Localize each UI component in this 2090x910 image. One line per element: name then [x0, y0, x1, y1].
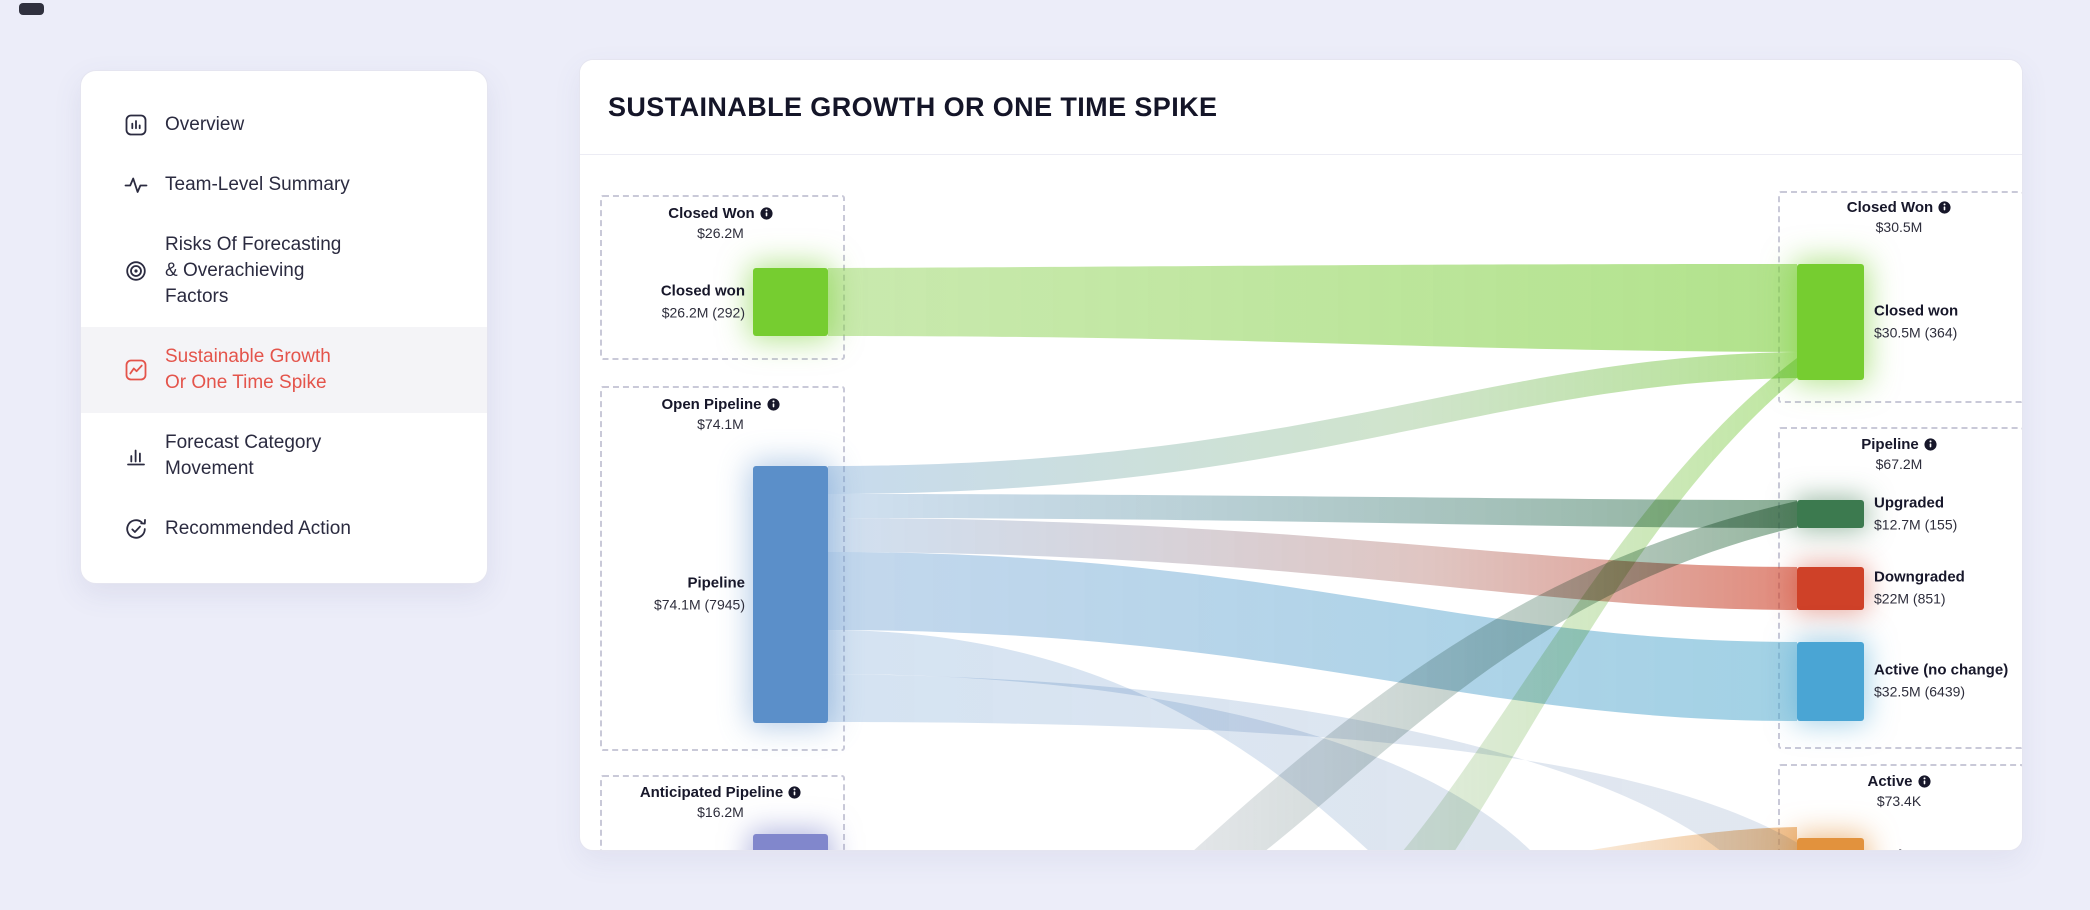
- flow-offscreen-active-bottom[interactable]: [1580, 827, 1797, 850]
- group-amount: $16.2M: [697, 804, 744, 820]
- sidebar-item-label: Recommended Action: [165, 518, 351, 539]
- line-chart-icon: [125, 359, 147, 381]
- info-icon[interactable]: [1924, 438, 1937, 451]
- sidebar-item-forecast-category-movement[interactable]: Forecast Category Movement: [81, 413, 487, 499]
- sidebar-item-label: Risks Of Forecasting & Overachieving Fac…: [165, 234, 342, 307]
- sidebar-item-overview[interactable]: Overview: [81, 95, 487, 155]
- info-icon[interactable]: [1917, 775, 1931, 788]
- node-label-active-bottom: Active: [1874, 848, 1919, 850]
- group-label-anticipated-pipeline: Anticipated Pipeline $16.2M: [600, 784, 841, 820]
- activity-icon: [124, 177, 148, 193]
- sidebar-item-label: Overview: [165, 114, 245, 135]
- node-label-downgraded: Downgraded $22M (851): [1874, 568, 1965, 607]
- sankey-node-active-bottom[interactable]: [1797, 838, 1864, 850]
- group-amount: $26.2M: [697, 225, 744, 241]
- group-label-closed-won-left: Closed Won $26.2M: [600, 205, 841, 241]
- sidebar-item-label: Forecast Category Movement: [165, 432, 322, 479]
- group-label-open-pipeline: Open Pipeline $74.1M: [600, 396, 841, 432]
- sidebar-item-label: Sustainable Growth Or One Time Spike: [165, 346, 331, 393]
- group-title: Open Pipeline: [661, 396, 762, 413]
- flow-pipeline-active[interactable]: [828, 552, 1797, 721]
- group-amount: $30.5M: [1875, 219, 1923, 235]
- group-amount: $67.2M: [1875, 456, 1923, 472]
- flow-offscreen-upgraded[interactable]: [1192, 501, 1797, 850]
- group-title: Active: [1867, 773, 1913, 790]
- flow-pipeline-offscreen-2[interactable]: [828, 674, 1812, 850]
- group-title: Closed Won: [668, 205, 755, 222]
- flow-pipeline-upgraded[interactable]: [828, 494, 1797, 528]
- info-icon[interactable]: [1938, 201, 1951, 214]
- overview-icon: [125, 114, 147, 136]
- info-icon[interactable]: [766, 398, 780, 411]
- group-title: Pipeline: [1861, 436, 1919, 453]
- sidebar-item-team-level-summary[interactable]: Team-Level Summary: [81, 155, 487, 215]
- sankey-card: SUSTAINABLE GROWTH OR ONE TIME SPIKE: [579, 59, 2023, 851]
- group-amount: $74.1M: [697, 416, 744, 432]
- group-label-closed-won-right: Closed Won $30.5M: [1778, 199, 2020, 235]
- sidebar-item-recommended-action[interactable]: Recommended Action: [81, 499, 487, 559]
- column-chart-icon: [127, 449, 145, 466]
- target-icon: [126, 261, 146, 281]
- sankey-node-closed-won-left[interactable]: [753, 268, 828, 336]
- sankey-node-pipeline-left[interactable]: [753, 466, 828, 723]
- flow-closed-won-closed-won[interactable]: [828, 264, 1797, 352]
- sankey-node-anticipated-left[interactable]: [753, 834, 828, 850]
- info-icon[interactable]: [760, 207, 773, 220]
- sankey-node-active-no-change[interactable]: [1797, 642, 1864, 721]
- card-header: SUSTAINABLE GROWTH OR ONE TIME SPIKE: [580, 60, 2022, 155]
- sidebar: Overview Team-Level Summary Risks Of For…: [80, 70, 488, 584]
- group-label-active-right: Active $73.4K: [1778, 773, 2020, 809]
- node-label-closed-won-right: Closed won $30.5M (364): [1874, 302, 1959, 341]
- flow-pipeline-downgraded[interactable]: [828, 518, 1797, 610]
- sankey-node-closed-won-right[interactable]: [1797, 264, 1864, 380]
- flow-offscreen-closed-won[interactable]: [1402, 358, 1797, 850]
- sankey-node-upgraded[interactable]: [1797, 500, 1864, 528]
- node-label-active-no-change: Active (no change) $32.5M (6439): [1874, 661, 2009, 700]
- refresh-check-icon: [126, 519, 146, 539]
- group-amount: $73.4K: [1876, 793, 1922, 809]
- group-title: Anticipated Pipeline: [639, 784, 784, 801]
- sidebar-item-risks-of-forecasting[interactable]: Risks Of Forecasting & Overachieving Fac…: [81, 215, 487, 327]
- node-label-upgraded: Upgraded $12.7M (155): [1874, 494, 1958, 533]
- flow-pipeline-closed-won[interactable]: [828, 352, 1797, 494]
- window-artifact: [19, 3, 44, 15]
- node-label-pipeline-left: Pipeline $74.1M (7945): [653, 574, 745, 613]
- node-label-closed-won-left: Closed won $26.2M (292): [660, 282, 745, 321]
- page-title: SUSTAINABLE GROWTH OR ONE TIME SPIKE: [608, 91, 1218, 122]
- info-icon[interactable]: [788, 786, 801, 799]
- sankey-node-downgraded[interactable]: [1797, 567, 1864, 610]
- sidebar-item-sustainable-growth[interactable]: Sustainable Growth Or One Time Spike: [81, 327, 487, 413]
- group-label-pipeline-right: Pipeline $67.2M: [1778, 436, 2020, 472]
- sidebar-item-label: Team-Level Summary: [165, 174, 350, 195]
- flow-pipeline-offscreen-1[interactable]: [828, 630, 1532, 850]
- group-title: Closed Won: [1846, 199, 1934, 216]
